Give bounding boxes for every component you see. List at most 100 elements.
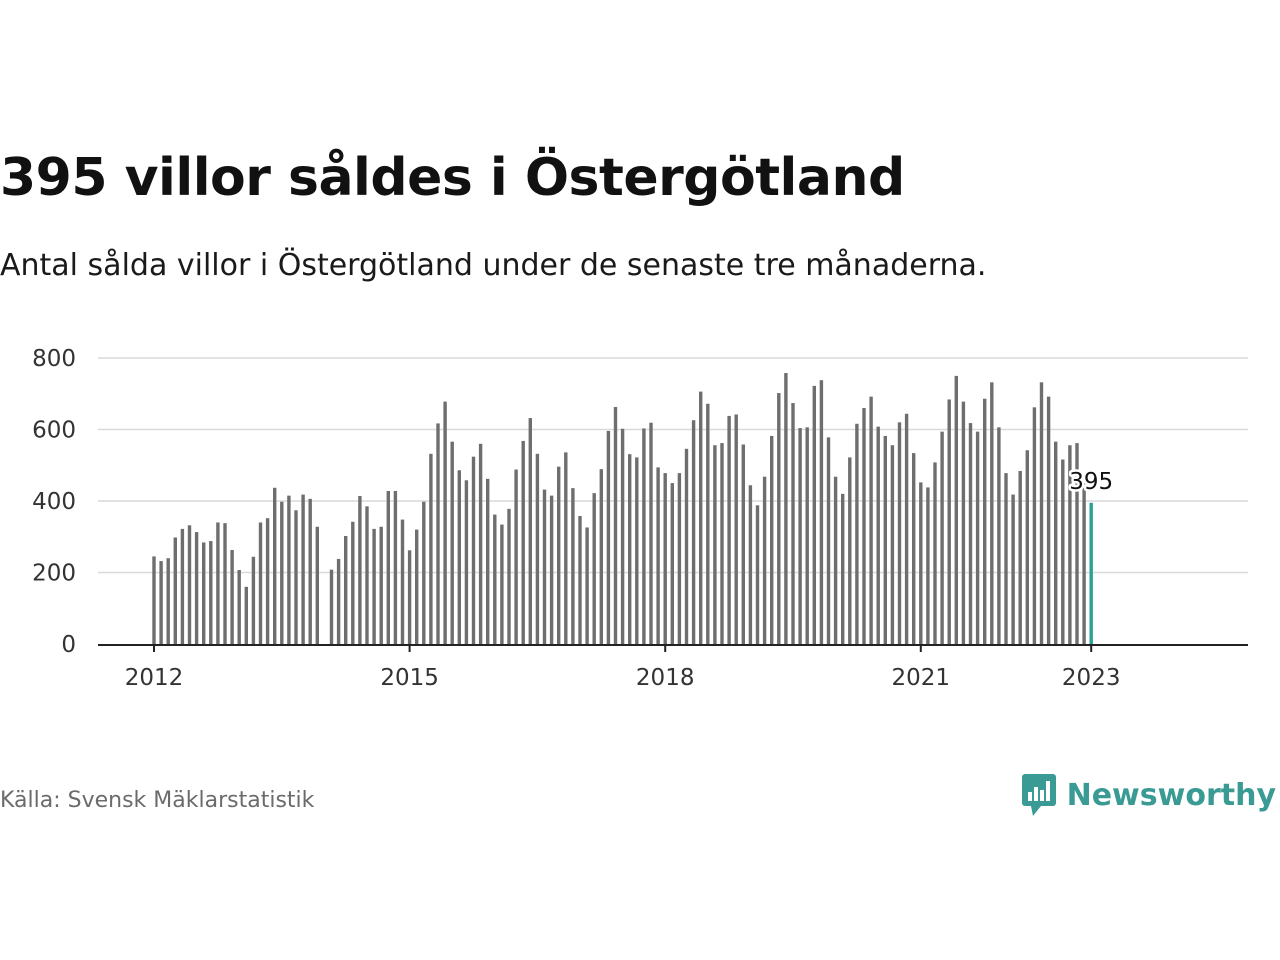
bar [876, 426, 880, 644]
bar [862, 408, 866, 644]
bar [351, 521, 355, 644]
bar [209, 541, 213, 644]
bar [493, 514, 497, 644]
bar [784, 373, 788, 644]
bar [1061, 459, 1065, 644]
bar [216, 522, 220, 644]
bar [727, 415, 731, 644]
bar [691, 420, 696, 644]
bar [1004, 473, 1008, 644]
bar [244, 586, 248, 644]
bar [770, 435, 774, 644]
bar [549, 495, 554, 644]
bar [585, 527, 589, 644]
bar [755, 505, 760, 644]
bar [287, 495, 291, 644]
bar [471, 456, 476, 644]
bar [599, 469, 603, 644]
bar [791, 403, 795, 644]
bar [1032, 407, 1037, 644]
bar [187, 525, 192, 644]
bar [159, 561, 163, 644]
bar [400, 519, 405, 644]
bar [912, 453, 916, 644]
bar [415, 529, 419, 644]
bar [500, 524, 504, 644]
bar [301, 494, 305, 644]
brand-name: Newsworthy [1066, 777, 1276, 813]
bar [819, 380, 824, 644]
bar [237, 570, 241, 644]
bar [805, 427, 809, 644]
bar [720, 443, 724, 644]
brand-logo[interactable]: Newsworthy [1021, 772, 1276, 818]
bar [841, 493, 845, 644]
bar [741, 444, 745, 644]
bar [514, 469, 518, 644]
bar [684, 448, 689, 644]
bar [457, 470, 461, 644]
bar [280, 501, 284, 644]
bar [954, 375, 958, 645]
y-tick-label: 400 [32, 489, 76, 515]
bar [904, 413, 909, 644]
bar [649, 422, 653, 644]
bar [223, 523, 227, 644]
bar [748, 485, 753, 644]
bar [336, 558, 341, 644]
source-note: Källa: Svensk Mäklarstatistik [0, 788, 315, 813]
bar [1046, 396, 1051, 644]
bar [713, 445, 717, 644]
bar [663, 473, 667, 644]
bar [436, 423, 440, 644]
bar [386, 490, 390, 644]
bar [521, 440, 525, 644]
bar [393, 490, 398, 644]
bar [1054, 441, 1058, 644]
bar [1068, 445, 1072, 644]
bar [1039, 382, 1044, 644]
bar [883, 435, 887, 644]
y-tick-label: 600 [32, 418, 76, 444]
bar [734, 414, 738, 644]
chart-subtitle: Antal sålda villor i Östergötland under … [0, 248, 987, 283]
bar [429, 453, 433, 644]
bar [478, 443, 483, 644]
bars [152, 373, 1093, 645]
bar [273, 487, 277, 644]
bar [180, 528, 185, 644]
data-labels: 395 [1067, 466, 1116, 497]
bar [656, 467, 660, 644]
bar [464, 480, 469, 644]
bar [833, 476, 838, 644]
bar [294, 510, 298, 644]
bar [628, 454, 632, 644]
bar [826, 437, 831, 644]
bar [670, 483, 674, 645]
bar [422, 501, 426, 644]
bar [933, 462, 937, 644]
bar [940, 431, 944, 644]
bar [890, 445, 895, 644]
bar [265, 518, 270, 644]
bar [975, 431, 980, 644]
bar [365, 506, 369, 644]
bar [926, 487, 930, 644]
bar [379, 526, 383, 644]
bar [620, 428, 625, 644]
bar [528, 418, 532, 644]
bar [777, 393, 781, 644]
bar [315, 526, 319, 644]
bar [677, 473, 682, 644]
bar [635, 457, 639, 644]
bar [535, 453, 540, 644]
bar [166, 558, 170, 644]
bar [308, 498, 312, 644]
bar [592, 493, 596, 644]
y-tick-label: 0 [61, 632, 76, 658]
bar [990, 382, 994, 644]
bar [897, 422, 902, 644]
bar [542, 489, 547, 644]
bar [358, 496, 362, 644]
bar [173, 537, 177, 644]
